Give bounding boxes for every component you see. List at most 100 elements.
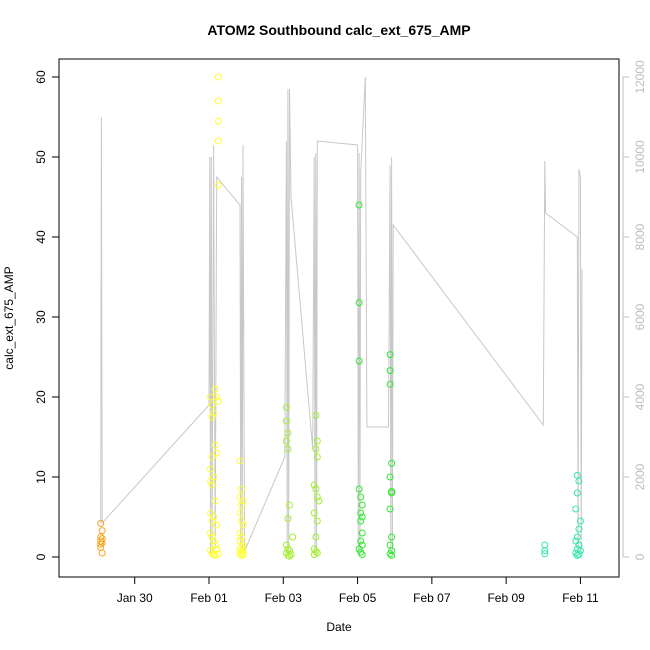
- data-point-series-2: [208, 453, 216, 461]
- y2-tick-label: 10000: [633, 140, 647, 174]
- data-point-series-3: [313, 493, 321, 501]
- data-point-series-3: [282, 437, 290, 445]
- data-point-series-5: [573, 551, 581, 559]
- data-point-series-3: [287, 551, 295, 559]
- data-point-series-3: [310, 551, 318, 559]
- data-point-series-2: [210, 537, 218, 545]
- plot-frame: [58, 58, 620, 578]
- y2-axis: 0 2000 4000 6000 8000 10000 12000: [622, 60, 647, 560]
- data-point-series-4: [355, 201, 363, 209]
- data-point-series-4: [386, 351, 394, 359]
- data-point-series-4: [386, 550, 394, 558]
- data-point-series-2: [238, 533, 245, 541]
- data-point-series-4: [386, 505, 394, 513]
- data-point-series-3: [312, 445, 320, 453]
- data-point-series-3: [289, 533, 297, 541]
- x-axis-label: Date: [326, 620, 352, 634]
- y-tick-label: 10: [34, 470, 48, 484]
- data-point-series-2: [211, 385, 219, 393]
- data-point-series-2: [211, 441, 219, 449]
- data-point-series-2: [236, 457, 244, 465]
- points-layer: [97, 73, 584, 560]
- data-point-series-3: [315, 497, 323, 505]
- x-tick-label: Feb 05: [339, 591, 377, 605]
- data-point-series-2: [208, 517, 216, 525]
- data-point-series-5: [573, 533, 581, 541]
- data-point-series-2: [239, 497, 247, 505]
- y2-tick-label: 4000: [633, 383, 647, 410]
- data-point-series-2: [238, 551, 245, 559]
- y-tick-label: 60: [34, 70, 48, 84]
- data-point-series-5: [572, 505, 580, 513]
- data-point-series-4: [388, 459, 396, 467]
- data-point-series-4: [388, 533, 396, 541]
- data-point-series-2: [214, 397, 222, 405]
- y-axis-label: calc_ext_675_AMP: [2, 266, 16, 369]
- data-point-series-1: [98, 527, 106, 535]
- y2-tick-label: 8000: [633, 223, 647, 250]
- data-point-series-1: [98, 535, 106, 543]
- data-point-series-3: [282, 541, 290, 549]
- data-point-series-4: [388, 551, 396, 559]
- data-point-series-4: [358, 551, 366, 559]
- data-point-series-2: [214, 73, 222, 81]
- data-point-series-3: [313, 437, 321, 445]
- x-tick-label: Feb 03: [265, 591, 303, 605]
- data-point-series-2: [210, 513, 218, 521]
- data-point-series-4: [357, 493, 365, 501]
- data-point-series-2: [213, 449, 221, 457]
- data-point-series-2: [208, 533, 216, 541]
- data-point-series-1: [98, 549, 106, 557]
- data-point-series-5: [575, 525, 583, 533]
- data-point-series-2: [214, 550, 222, 558]
- y-tick-label: 40: [34, 230, 48, 244]
- data-point-series-2: [211, 497, 219, 505]
- data-point-series-1: [97, 519, 105, 527]
- x-tick-label: Jan 30: [117, 591, 153, 605]
- chart-title: ATOM2 Southbound calc_ext_675_AMP: [207, 22, 470, 38]
- data-point-series-3: [284, 429, 292, 437]
- data-point-series-3: [310, 509, 318, 517]
- data-point-series-3: [284, 445, 292, 453]
- data-point-series-2: [239, 521, 247, 529]
- data-point-series-2: [208, 481, 216, 489]
- x-tick-label: Feb 07: [413, 591, 451, 605]
- data-point-series-4: [358, 529, 366, 537]
- data-point-series-4: [358, 501, 366, 509]
- data-point-series-4: [388, 489, 396, 497]
- data-point-series-2: [213, 521, 221, 529]
- data-point-series-2: [210, 409, 218, 417]
- data-point-series-4: [388, 547, 396, 555]
- data-point-series-2: [238, 501, 245, 509]
- y2-tick-label: 12000: [633, 60, 647, 94]
- data-point-series-5: [541, 550, 549, 558]
- data-point-series-4: [355, 485, 363, 493]
- data-point-series-4: [355, 299, 363, 307]
- data-point-series-4: [357, 517, 365, 525]
- data-point-series-3: [284, 545, 292, 553]
- data-point-series-5: [573, 471, 581, 479]
- data-point-series-5: [575, 477, 583, 485]
- data-point-series-3: [284, 515, 292, 523]
- data-point-series-2: [236, 529, 244, 537]
- data-point-series-5: [576, 517, 584, 525]
- data-point-series-2: [208, 413, 216, 421]
- data-point-series-1: [98, 539, 106, 547]
- data-point-series-3: [312, 411, 320, 419]
- data-point-series-5: [541, 547, 549, 555]
- data-point-series-3: [286, 501, 293, 509]
- data-point-series-2: [214, 117, 222, 125]
- data-point-series-2: [236, 550, 244, 558]
- data-point-series-2: [207, 465, 214, 473]
- data-point-series-4: [386, 367, 394, 375]
- data-point-series-2: [207, 477, 214, 485]
- depth-line: [100, 76, 583, 554]
- depth-line-layer: [100, 76, 583, 554]
- data-point-series-4: [355, 357, 363, 365]
- data-point-series-2: [208, 401, 216, 409]
- data-point-series-2: [238, 485, 245, 493]
- data-point-series-4: [386, 473, 394, 481]
- y2-tick-label: 2000: [633, 463, 647, 490]
- data-point-series-2: [236, 509, 244, 517]
